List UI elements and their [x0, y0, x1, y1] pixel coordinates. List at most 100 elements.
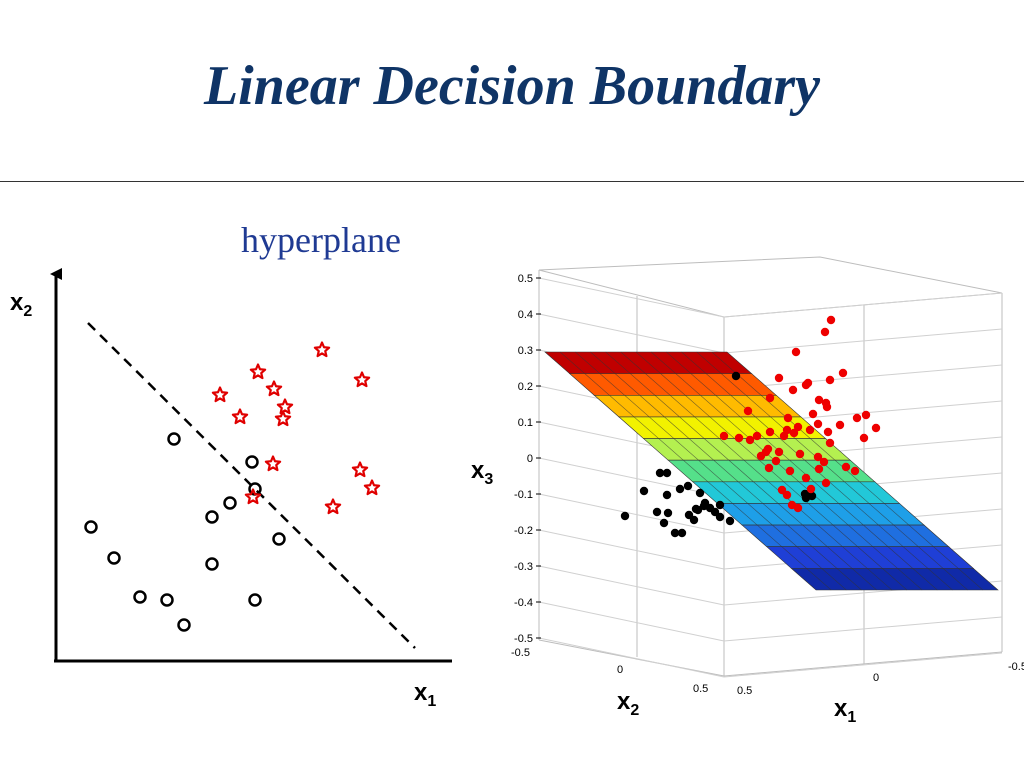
- star-point: [265, 380, 283, 397]
- red-point: [823, 427, 833, 437]
- black-point: [655, 468, 665, 478]
- black-point: [689, 515, 699, 525]
- plot3d-z-axis-label: x3: [471, 457, 493, 488]
- circle-point: [177, 618, 191, 632]
- red-point: [801, 380, 811, 390]
- circle-point: [167, 432, 181, 446]
- red-point: [752, 431, 762, 441]
- red-point: [850, 466, 860, 476]
- red-point: [838, 368, 848, 378]
- red-point: [763, 444, 773, 454]
- z-tick-label: 0.1: [518, 417, 533, 429]
- z-tick-label: 0.4: [518, 309, 533, 321]
- circle-point: [160, 593, 174, 607]
- red-point: [814, 395, 824, 405]
- red-point: [819, 457, 829, 467]
- plot-2d: x2 x1: [10, 268, 452, 710]
- star-point: [276, 398, 294, 415]
- x1-tick-1: 0: [873, 672, 879, 684]
- black-point: [699, 501, 709, 511]
- red-point: [745, 435, 755, 445]
- red-point: [805, 425, 815, 435]
- red-point: [787, 500, 797, 510]
- black-point: [683, 481, 693, 491]
- red-point: [771, 456, 781, 466]
- red-point: [764, 463, 774, 473]
- circle-point: [205, 557, 219, 571]
- z-tick-label: -0.5: [514, 633, 533, 645]
- red-point: [779, 431, 789, 441]
- red-point: [791, 347, 801, 357]
- black-point: [675, 484, 685, 494]
- red-point: [743, 406, 753, 416]
- black-point: [652, 507, 662, 517]
- black-point: [695, 488, 705, 498]
- red-point: [756, 451, 766, 461]
- plot-3d: 0.5 0.4 0.3 0.2 0.1 0 -0.1 -0.2 -0.3 -0.4 -0.5 -0.…: [471, 256, 1024, 726]
- circle-point: [107, 551, 121, 565]
- red-point: [826, 315, 836, 325]
- red-point: [825, 438, 835, 448]
- circle-point: [223, 496, 237, 510]
- x2-tick-2: 0.5: [693, 683, 708, 695]
- black-point: [670, 528, 680, 538]
- plot3d-x2-axis-label: x2: [617, 688, 639, 719]
- star-point: [244, 488, 262, 505]
- star-point: [249, 363, 267, 380]
- circle-point: [133, 590, 147, 604]
- star-point: [351, 461, 369, 478]
- red-point: [859, 433, 869, 443]
- red-point: [835, 420, 845, 430]
- black-point: [801, 493, 811, 503]
- red-point: [782, 490, 792, 500]
- star-point: [274, 410, 292, 427]
- star-point: [264, 455, 282, 472]
- red-point: [774, 373, 784, 383]
- black-point: [620, 511, 630, 521]
- plot2d-x-axis-label: x1: [414, 679, 436, 710]
- plot2d-y-axis-label: x2: [10, 289, 32, 320]
- plot3d-x1-axis-label: x1: [834, 695, 856, 726]
- class-circles: [84, 432, 286, 632]
- red-point: [825, 375, 835, 385]
- x1-tick-2: -0.5: [1008, 661, 1024, 673]
- black-point: [715, 512, 725, 522]
- class-stars: [211, 341, 381, 515]
- red-point: [814, 464, 824, 474]
- red-point: [783, 413, 793, 423]
- red-point: [795, 449, 805, 459]
- red-point: [813, 452, 823, 462]
- star-point: [313, 341, 331, 358]
- star-point: [211, 386, 229, 403]
- x2-tick-1: 0: [617, 664, 623, 676]
- circle-point: [272, 532, 286, 546]
- red-point: [801, 473, 811, 483]
- black-points: [620, 371, 817, 538]
- black-point: [725, 516, 735, 526]
- star-point: [353, 371, 371, 388]
- black-point: [731, 371, 741, 381]
- z-tick-label: 0.5: [518, 273, 533, 285]
- z-tick-label: 0.2: [518, 381, 533, 393]
- z-tick-label: 0: [527, 453, 533, 465]
- red-point: [789, 428, 799, 438]
- red-point: [821, 478, 831, 488]
- z-tick-label: -0.3: [514, 561, 533, 573]
- red-point: [765, 427, 775, 437]
- z-tick-label: -0.1: [514, 489, 533, 501]
- hyperplane-label: hyperplane: [241, 220, 401, 260]
- red-point: [788, 385, 798, 395]
- red-point: [719, 431, 729, 441]
- red-point: [813, 419, 823, 429]
- red-point: [822, 402, 832, 412]
- x2-tick-0: -0.5: [511, 647, 530, 659]
- star-point: [363, 479, 381, 496]
- black-point: [662, 490, 672, 500]
- x1-tick-0: 0.5: [737, 685, 752, 697]
- z-ticks: 0.5 0.4 0.3 0.2 0.1 0 -0.1 -0.2 -0.3 -0.4 -0.5: [514, 273, 541, 645]
- star-point: [324, 498, 342, 515]
- z-tick-label: 0.3: [518, 345, 533, 357]
- red-point: [806, 484, 816, 494]
- black-point: [639, 486, 649, 496]
